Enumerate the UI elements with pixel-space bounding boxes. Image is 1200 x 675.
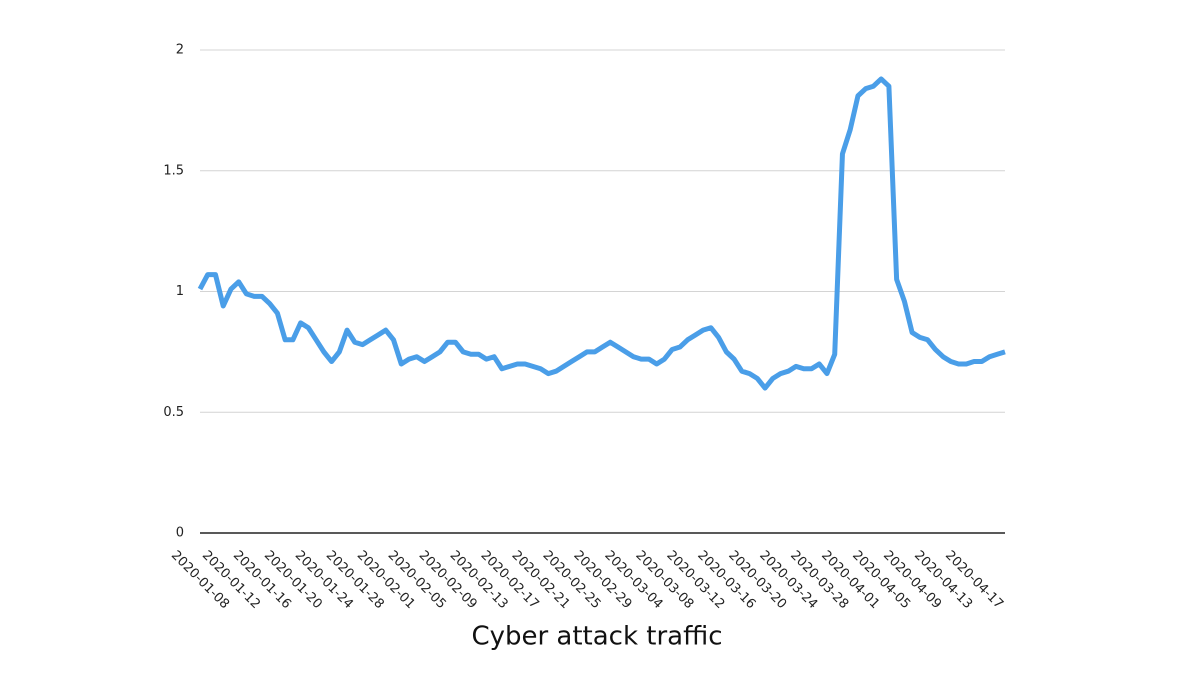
y-tick-label: 1 [176,284,184,299]
chart-title: Cyber attack traffic [471,622,722,652]
y-tick-label: 0.5 [163,405,184,420]
y-tick-label: 0 [176,526,184,541]
line [197,76,1006,391]
y-tick-label: 1.5 [163,163,184,178]
y-tick-label: 2 [176,43,184,58]
